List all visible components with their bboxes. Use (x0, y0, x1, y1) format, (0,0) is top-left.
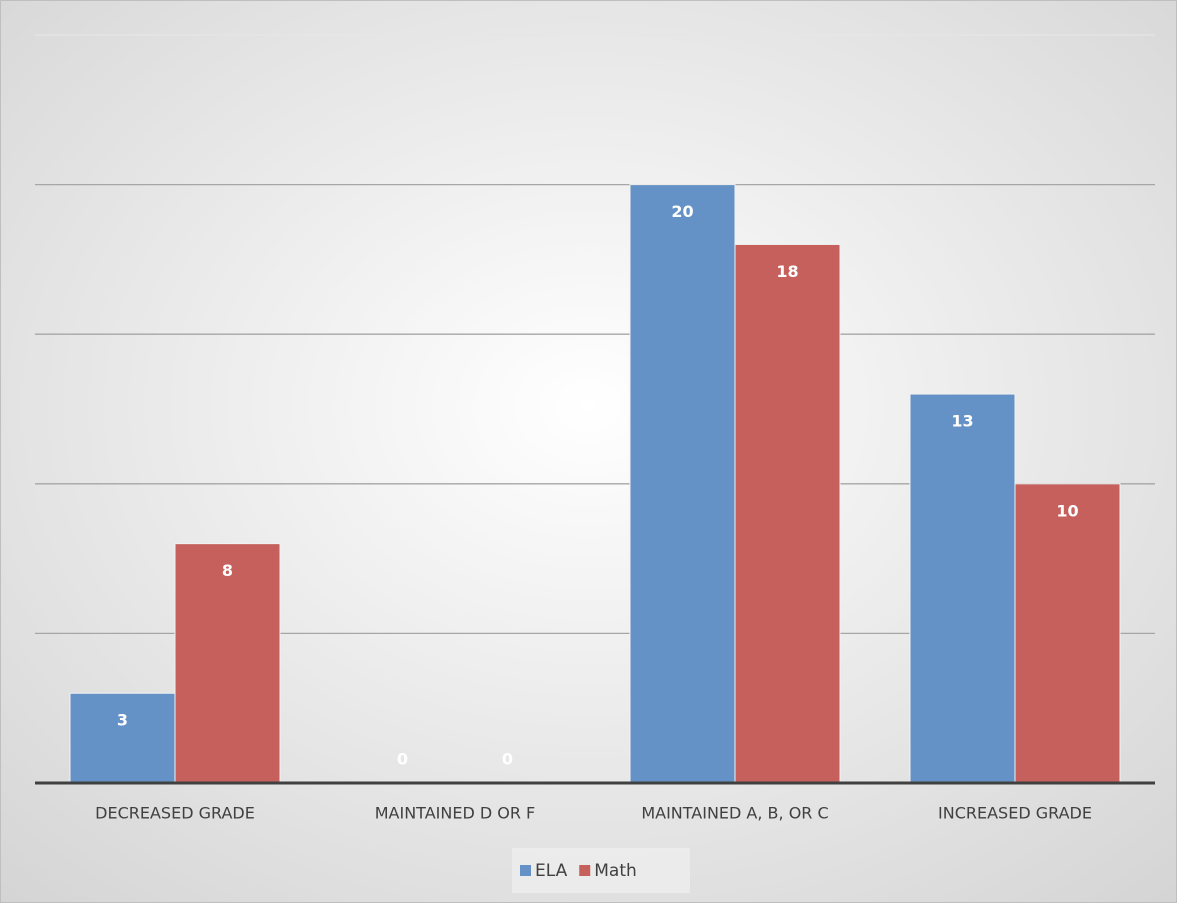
x-tick-label: INCREASED GRADE (938, 804, 1092, 823)
bar (1014, 483, 1121, 784)
legend-box (512, 848, 690, 893)
legend-label: ELA (535, 861, 568, 881)
bar (734, 243, 841, 784)
bar (174, 543, 281, 784)
data-label: 18 (776, 262, 798, 281)
legend-swatch (520, 865, 531, 876)
data-label: 3 (117, 711, 128, 730)
bar (69, 692, 176, 784)
data-label: 13 (951, 412, 973, 431)
data-label: 10 (1056, 501, 1078, 520)
x-tick-label: DECREASED GRADE (95, 804, 255, 823)
bar (909, 393, 1016, 784)
data-label: 0 (502, 750, 513, 769)
data-label: 8 (222, 561, 233, 580)
bar (629, 184, 736, 784)
x-tick-label: MAINTAINED A, B, OR C (641, 804, 828, 823)
legend-label: Math (594, 861, 637, 881)
data-label: 0 (397, 750, 408, 769)
x-tick-label: MAINTAINED D OR F (375, 804, 536, 823)
legend-swatch (579, 865, 591, 876)
data-label: 20 (671, 202, 693, 221)
